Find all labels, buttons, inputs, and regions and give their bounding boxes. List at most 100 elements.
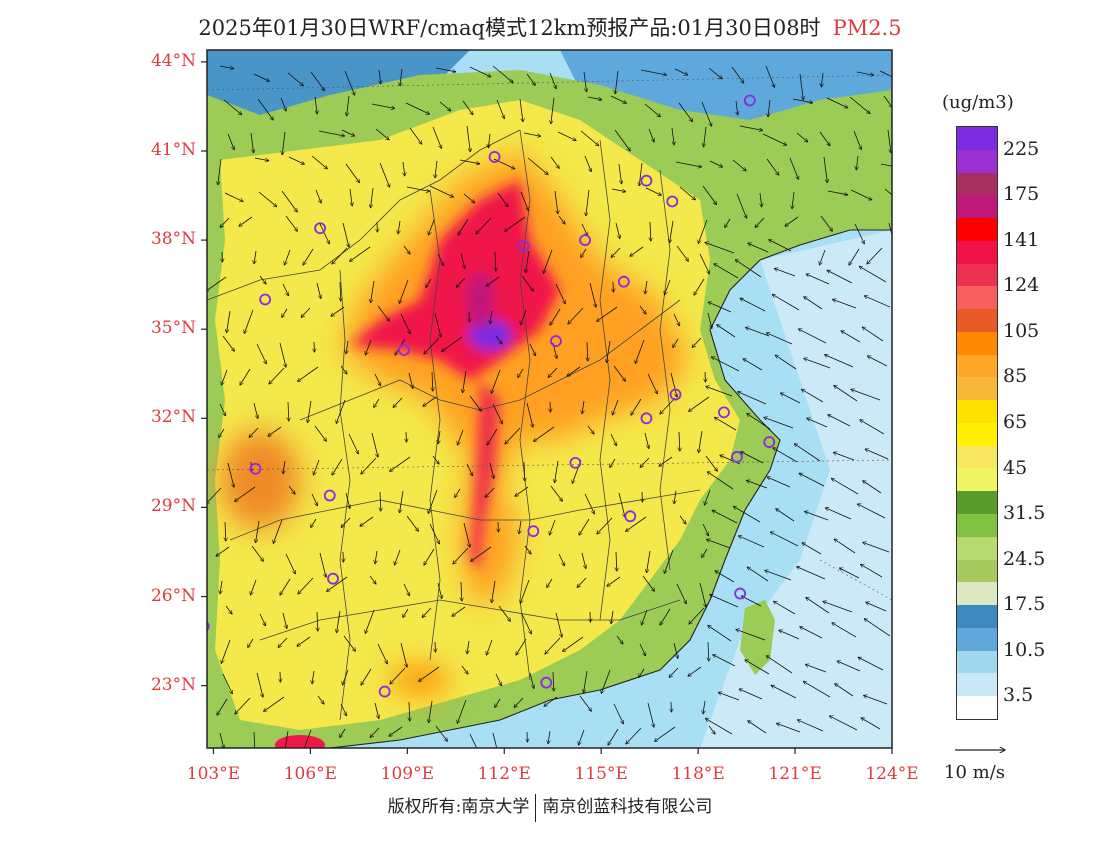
wind-vector [424, 548, 435, 565]
wind-vector [849, 248, 860, 265]
wind-vector [380, 491, 381, 511]
wind-vector [399, 279, 409, 303]
wind-vector [434, 312, 441, 337]
wind-vector [820, 215, 832, 231]
wind-vector [342, 669, 349, 685]
wind-vector [567, 366, 581, 376]
wind-vector [776, 509, 795, 522]
wind-vector [804, 297, 823, 310]
legend-swatch-12 [957, 400, 997, 423]
wind-vector [527, 157, 548, 175]
wind-vector [254, 157, 269, 161]
wind-vector [280, 578, 291, 595]
wind-vector [725, 218, 731, 227]
wind-vector [423, 396, 437, 406]
wind-vector [714, 417, 737, 431]
city-marker-6 [579, 234, 591, 246]
copyright-right: 南京创蓝科技有限公司 [542, 797, 713, 817]
wind-vector [224, 192, 243, 202]
wind-vector [428, 489, 438, 513]
wind-vector [375, 128, 389, 140]
legend-swatch-9 [957, 331, 997, 355]
wind-vector [349, 188, 352, 206]
wind-vector [645, 280, 647, 294]
wind-vector [495, 673, 502, 686]
wind-vector [581, 223, 588, 236]
wind-vector [311, 493, 318, 506]
wind-vector [394, 549, 401, 565]
wind-vector [487, 428, 498, 445]
city-marker-10 [398, 344, 410, 356]
wind-vector [825, 508, 852, 520]
wind-vector [586, 189, 590, 216]
wind-vector [452, 606, 466, 616]
wind-vector [553, 671, 554, 691]
wind-vector [704, 489, 711, 505]
wind-vector [827, 190, 848, 195]
wind-vector [770, 532, 799, 547]
wind-vector [403, 161, 405, 176]
wind-vector [462, 100, 473, 115]
legend-label-0: 225 [1003, 137, 1040, 160]
wind-vector [280, 97, 286, 111]
wind-vector [426, 278, 432, 287]
wind-vector [432, 126, 441, 148]
wind-vector [400, 313, 410, 334]
wind-vector [707, 472, 734, 490]
wind-vector [258, 191, 277, 207]
wind-vector [825, 355, 854, 368]
wind-vector [471, 546, 492, 561]
wind-vector [248, 638, 254, 647]
wind-vector [463, 193, 475, 203]
wind-vector [529, 343, 536, 356]
wind-vector [216, 546, 230, 556]
wind-vector [495, 251, 496, 271]
wind-vector [221, 639, 231, 663]
wind-vector [348, 433, 358, 454]
wind-vector [608, 728, 619, 745]
wind-vector [288, 485, 295, 494]
wind-vector [282, 308, 288, 317]
wind-vector [676, 245, 688, 261]
wind-vector [664, 279, 671, 295]
wind-vector [457, 429, 464, 445]
wind-vector [379, 69, 381, 84]
wind-vector [520, 309, 527, 325]
wind-vector [819, 249, 826, 265]
wind-vector [832, 623, 857, 638]
wind-vector [607, 340, 611, 363]
wind-vector [219, 732, 224, 748]
wind-vector [701, 101, 712, 126]
wind-vector [318, 130, 345, 136]
wind-vector [688, 666, 702, 676]
wind-vector [707, 312, 712, 329]
wind-vector [549, 72, 556, 89]
north-blue-zone [207, 50, 470, 130]
wind-vector [833, 299, 857, 309]
wind-vector [350, 246, 371, 261]
wind-vector [775, 355, 797, 370]
wind-vector [327, 576, 348, 591]
wind-vector [244, 309, 254, 333]
map-title: 2025年01月30日WRF/cmaq模式12km预报产品:01月30日08时 P… [0, 12, 1100, 42]
wind-vector [317, 611, 318, 631]
wind-vector [644, 432, 649, 449]
wind-vector [227, 462, 234, 487]
wind-vector [340, 281, 341, 301]
wind-vector [673, 338, 679, 347]
wind-vector [883, 95, 892, 107]
legend-label-1: 175 [1003, 183, 1040, 206]
wind-vector [850, 189, 872, 200]
wind-vector [375, 550, 377, 564]
wind-vector [766, 158, 779, 175]
wind-vector [557, 131, 576, 141]
legend-label-3: 124 [1003, 274, 1040, 297]
wind-vector [748, 721, 767, 734]
wind-vector [400, 642, 407, 667]
wind-vector [256, 520, 260, 543]
wind-vector [706, 386, 733, 397]
wind-vector [613, 703, 623, 724]
wind-vector [676, 583, 686, 604]
wind-vector [311, 155, 327, 169]
wind-vector [490, 310, 492, 324]
